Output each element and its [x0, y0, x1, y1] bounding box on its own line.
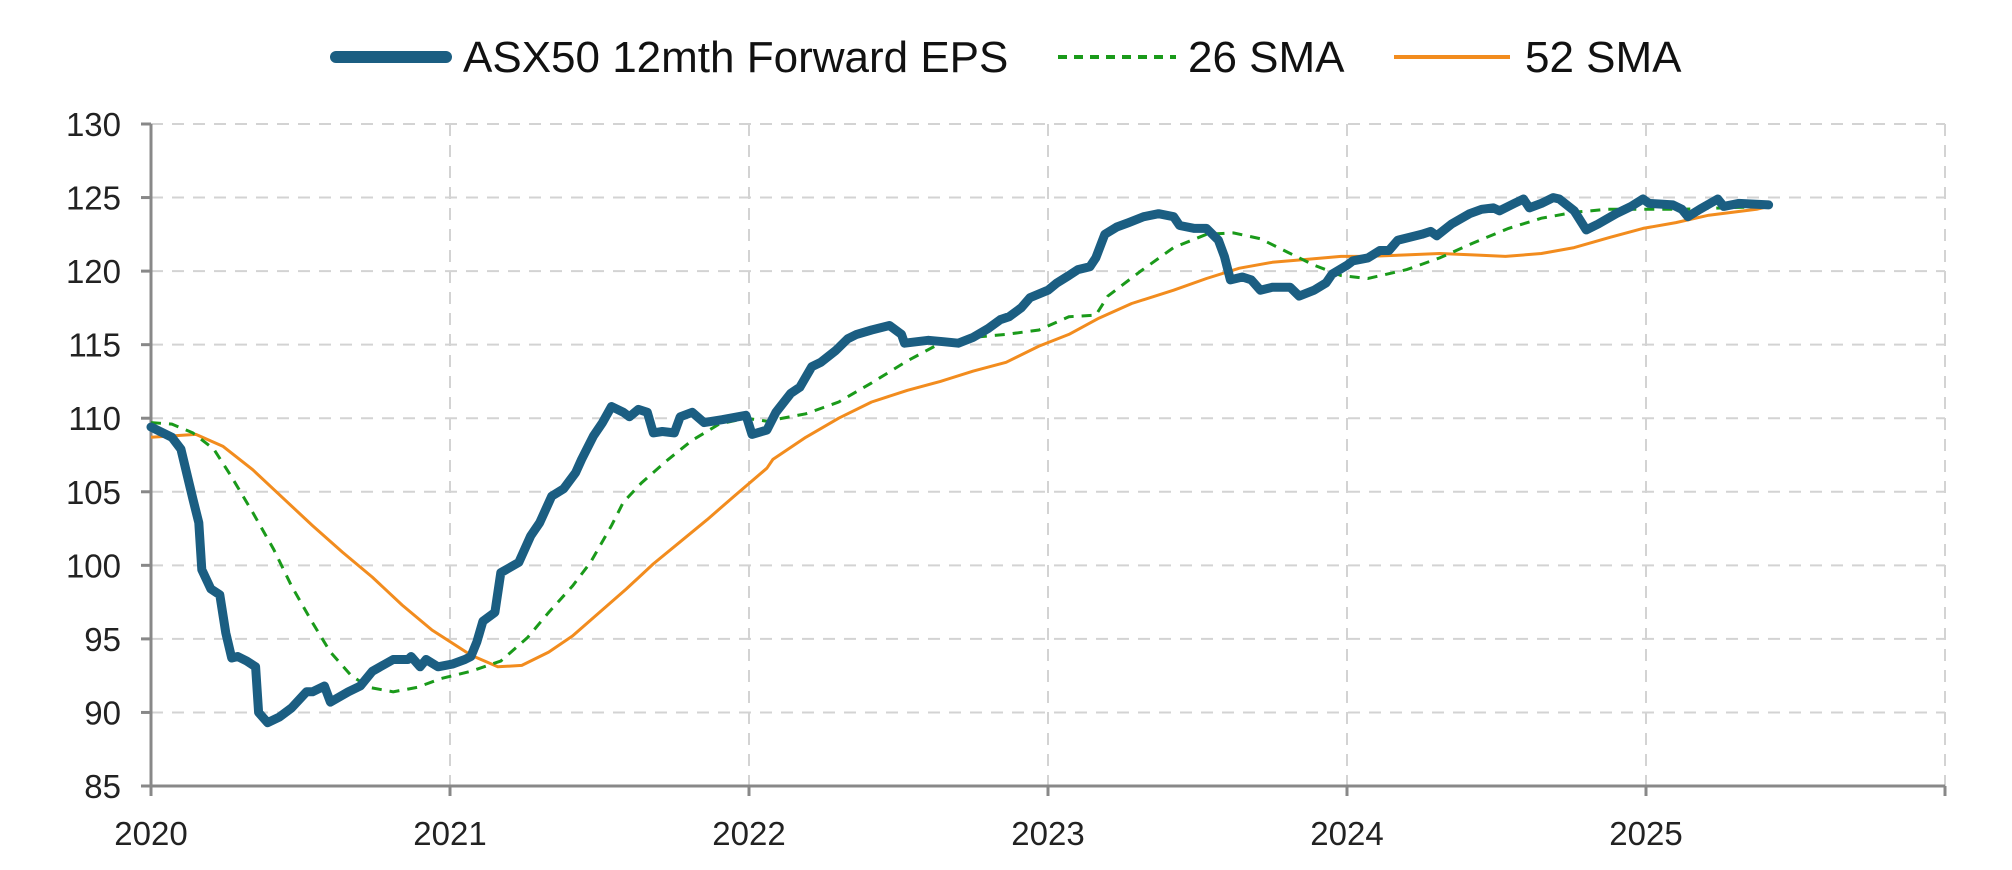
legend-item-26sma[interactable]: 26 SMA	[1058, 33, 1345, 82]
y-tick-label: 120	[66, 253, 121, 290]
y-tick-label: 115	[68, 327, 121, 364]
x-tick-label: 2022	[712, 815, 785, 852]
y-tick-label: 90	[84, 694, 121, 731]
y-tick-label: 95	[84, 621, 121, 658]
series-line-26sma	[150, 204, 1769, 694]
legend-item-eps[interactable]: ASX50 12mth Forward EPS	[330, 33, 1008, 82]
legend: ASX50 12mth Forward EPS 26 SMA 52 SMA	[330, 33, 1682, 82]
y-tick-label: 110	[68, 400, 121, 437]
x-tick-label: 2024	[1310, 815, 1383, 852]
legend-label-52sma: 52 SMA	[1525, 33, 1682, 82]
x-tick-label: 2021	[413, 815, 486, 852]
legend-label-eps: ASX50 12mth Forward EPS	[463, 33, 1008, 82]
series-line-52sma	[150, 204, 1769, 669]
legend-label-26sma: 26 SMA	[1188, 33, 1345, 82]
axes	[141, 124, 1945, 796]
x-tick-label: 2025	[1609, 815, 1682, 852]
legend-item-52sma[interactable]: 52 SMA	[1394, 33, 1682, 82]
x-tick-label: 2020	[114, 815, 187, 852]
y-tick-label: 85	[84, 768, 121, 805]
x-axis-ticks: 2020 2021 2022 2023 2024 2025	[114, 786, 1947, 852]
series-layer	[146, 193, 1774, 728]
y-axis-ticks: 85 90 95 100 105 110 115 120 125 130	[66, 106, 151, 805]
y-tick-label: 130	[66, 106, 121, 143]
y-tick-label: 125	[66, 180, 121, 217]
y-tick-label: 105	[66, 474, 121, 511]
x-tick-label: 2023	[1011, 815, 1084, 852]
series-line-eps	[146, 193, 1774, 728]
y-tick-label: 100	[66, 547, 121, 584]
